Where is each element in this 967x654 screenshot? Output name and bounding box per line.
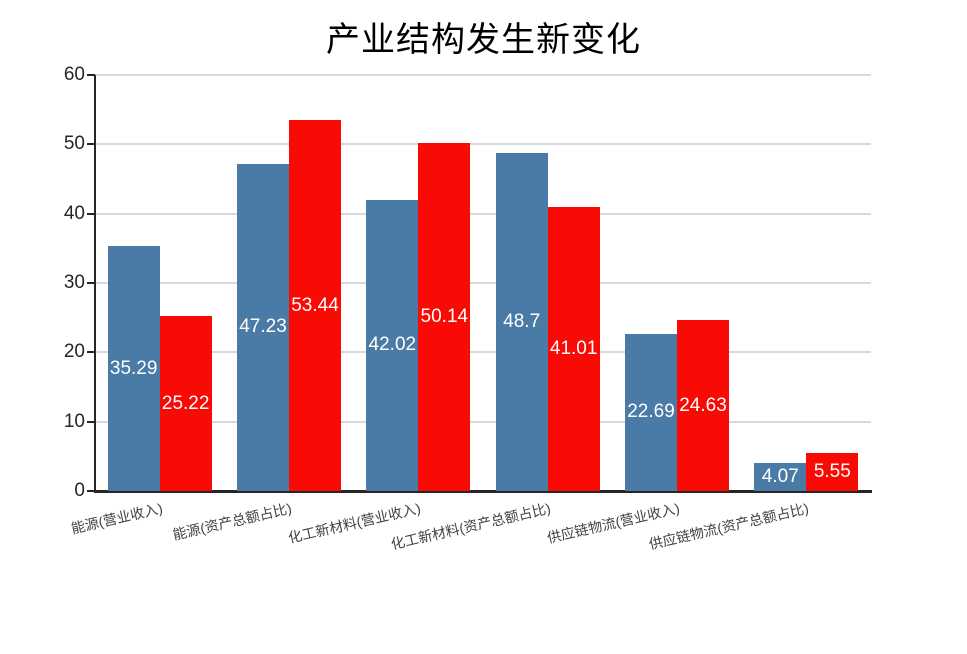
bar-value-label: 22.69 <box>627 401 675 423</box>
y-axis-tick <box>87 490 95 492</box>
bar-value-label: 42.02 <box>368 334 417 356</box>
gridline <box>95 143 871 146</box>
y-axis-tick <box>87 74 95 76</box>
red-series-bar[interactable]: 50.14 <box>418 143 471 491</box>
bar-value-label: 47.23 <box>239 316 287 338</box>
y-axis-tick-label: 40 <box>63 202 85 224</box>
blue-series-bar[interactable]: 35.29 <box>107 246 160 491</box>
bar-value-label: 50.14 <box>420 306 469 328</box>
gridline <box>95 212 871 215</box>
blue-series-bar[interactable]: 4.07 <box>754 462 807 491</box>
y-axis-tick-label: 20 <box>63 341 85 363</box>
blue-series-bar[interactable]: 42.02 <box>366 199 419 491</box>
red-series-bar[interactable]: 25.22 <box>159 316 212 491</box>
y-axis-tick <box>87 212 95 215</box>
bar-value-label: 4.07 <box>761 465 799 487</box>
blue-series-bar[interactable]: 47.23 <box>237 163 289 491</box>
y-axis-tick <box>87 282 95 284</box>
y-axis-tick-label: 60 <box>63 64 85 85</box>
bar-value-label: 24.63 <box>679 394 727 416</box>
gridline <box>95 420 871 423</box>
gridline <box>95 282 871 284</box>
bar-value-label: 53.44 <box>291 294 339 316</box>
y-axis-tick-label: 50 <box>63 133 85 155</box>
bar-value-label: 48.7 <box>503 311 541 333</box>
y-axis-line <box>94 75 96 493</box>
gridline <box>95 351 871 354</box>
red-series-bar[interactable]: 41.01 <box>547 206 600 491</box>
red-series-bar[interactable]: 53.44 <box>289 120 341 491</box>
bar-value-label: 35.29 <box>109 357 158 379</box>
y-axis-tick-label: 10 <box>63 410 85 432</box>
y-axis-tick <box>87 351 95 354</box>
blue-series-bar[interactable]: 48.7 <box>495 153 548 491</box>
blue-series-bar[interactable]: 22.69 <box>625 333 677 491</box>
bar-value-label: 25.22 <box>161 392 210 414</box>
bar-value-label: 5.55 <box>813 460 851 482</box>
red-series-bar[interactable]: 24.63 <box>677 320 729 491</box>
chart-title: 产业结构发生新变化 <box>326 21 641 59</box>
x-axis-line <box>94 490 872 493</box>
red-series-bar[interactable]: 5.55 <box>806 452 859 491</box>
bar-value-label: 41.01 <box>549 337 598 359</box>
y-axis-tick <box>87 420 95 423</box>
y-axis-tick-label: 0 <box>74 480 85 501</box>
y-axis-tick <box>87 143 95 146</box>
y-axis-tick-label: 30 <box>63 272 85 293</box>
gridline <box>95 74 871 76</box>
